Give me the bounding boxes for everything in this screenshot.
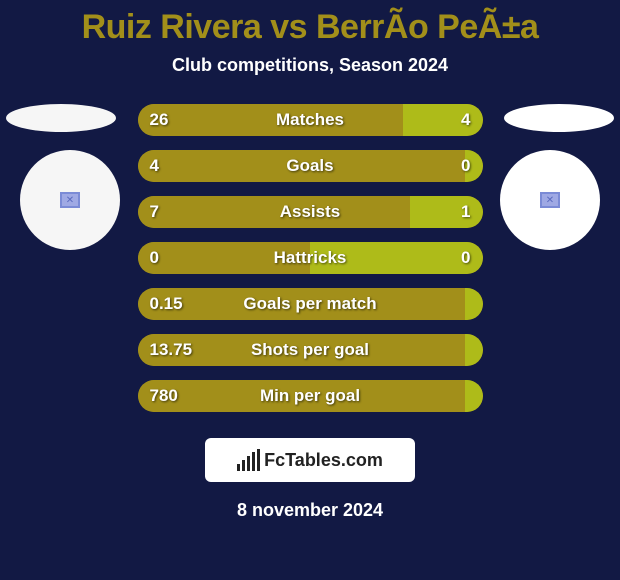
bar-fill-left [138,150,466,182]
logo-text: FcTables.com [264,450,383,471]
bar-fill-right [310,242,483,274]
logo-bars-icon [237,449,260,471]
right-team-oval [504,104,614,132]
bar-fill-left [138,196,411,228]
stat-row: 13.75Shots per goal [138,334,483,366]
bar-fill-right [410,196,482,228]
bar-fill-right [465,288,482,320]
comparison-area: 264Matches 40Goals 71Assists 00Hattricks 0.1… [0,104,620,424]
stat-row: 00Hattricks [138,242,483,274]
stat-row: 40Goals [138,150,483,182]
stat-row: 264Matches [138,104,483,136]
stat-row: 71Assists [138,196,483,228]
left-team-circle [20,150,120,250]
bar-fill-right [465,380,482,412]
bar-fill-left [138,242,311,274]
bar-fill-right [403,104,482,136]
bar-fill-right [465,334,482,366]
placeholder-icon [540,192,560,208]
stat-row: 0.15Goals per match [138,288,483,320]
stat-bars: 264Matches 40Goals 71Assists 00Hattricks 0.1… [138,104,483,412]
placeholder-icon [60,192,80,208]
bar-fill-left [138,380,466,412]
right-team-circle [500,150,600,250]
bar-fill-left [138,104,404,136]
bar-fill-left [138,288,466,320]
subtitle: Club competitions, Season 2024 [0,55,620,76]
date-text: 8 november 2024 [0,500,620,521]
stat-row: 780Min per goal [138,380,483,412]
bar-fill-left [138,334,466,366]
fctables-logo: FcTables.com [205,438,415,482]
left-team-oval [6,104,116,132]
page-title: Ruiz Rivera vs BerrÃo PeÃ±a [0,0,620,47]
bar-fill-right [465,150,482,182]
